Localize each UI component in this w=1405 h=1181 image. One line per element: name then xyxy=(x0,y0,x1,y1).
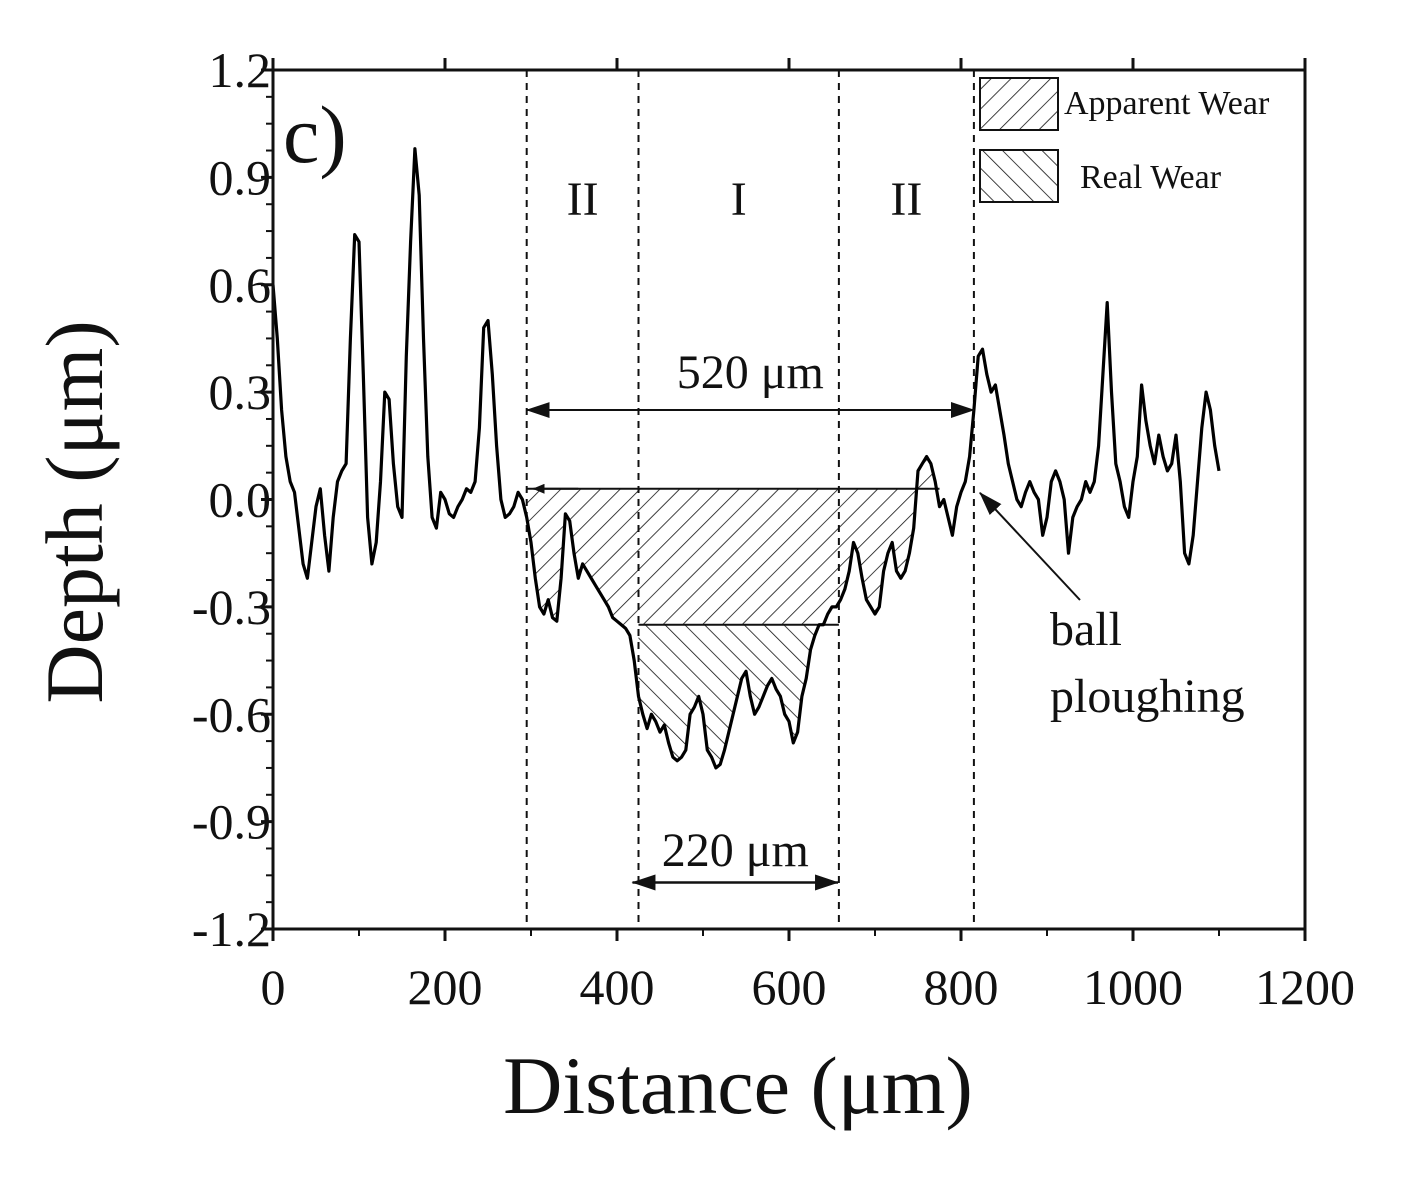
region-label-ii-left: II xyxy=(567,173,599,226)
y-tick-label: -0.9 xyxy=(192,794,271,850)
y-tick-label: 0.0 xyxy=(209,472,272,528)
x-tick-label: 0 xyxy=(261,959,286,1015)
y-tick-label: -0.6 xyxy=(192,686,271,742)
x-tick-label: 1200 xyxy=(1255,959,1355,1015)
y-axis-ticks: 1.2 0.9 0.6 0.3 0.0 -0.3 -0.6 -0.9 -1.2 xyxy=(192,42,273,957)
legend-label-real-wear: Real Wear xyxy=(1080,159,1222,196)
x-tick-label: 1000 xyxy=(1083,959,1183,1015)
x-axis-title: Distance (μm) xyxy=(503,1040,973,1131)
x-tick-label: 400 xyxy=(580,959,655,1015)
real-wear-area xyxy=(638,624,839,768)
y-tick-label: 0.6 xyxy=(209,257,272,313)
panel-label: c) xyxy=(283,89,347,180)
ball-ploughing-label-line2: ploughing xyxy=(1050,670,1245,723)
dimension-220-label: 220 μm xyxy=(662,824,809,877)
y-tick-label: -1.2 xyxy=(192,901,271,957)
x-tick-label: 800 xyxy=(924,959,999,1015)
y-axis-title: Depth (μm) xyxy=(29,320,120,703)
y-tick-label: 0.3 xyxy=(209,364,272,420)
region-label-ii-right: II xyxy=(890,173,922,226)
x-tick-label: 200 xyxy=(408,959,483,1015)
ball-ploughing-label-line1: ball xyxy=(1050,603,1122,656)
x-axis-ticks: 0 200 400 600 800 1000 1200 xyxy=(261,58,1355,1015)
legend-label-apparent-wear: Apparent Wear xyxy=(1064,85,1270,122)
y-tick-label: -0.3 xyxy=(192,579,271,635)
legend-swatch-real-wear xyxy=(979,149,1059,203)
y-tick-label: 0.9 xyxy=(209,149,272,205)
dimension-520-label: 520 μm xyxy=(677,346,824,399)
legend: Apparent Wear Real Wear xyxy=(979,77,1270,203)
ball-ploughing-pointer xyxy=(979,492,1081,601)
legend-swatch-apparent-wear xyxy=(979,77,1059,131)
x-tick-label: 600 xyxy=(752,959,827,1015)
apparent-wear-area xyxy=(526,456,940,625)
depth-profile-line xyxy=(271,147,1221,770)
y-tick-label: 1.2 xyxy=(209,42,272,98)
region-dividers xyxy=(525,70,975,929)
region-label-i: I xyxy=(731,173,747,226)
